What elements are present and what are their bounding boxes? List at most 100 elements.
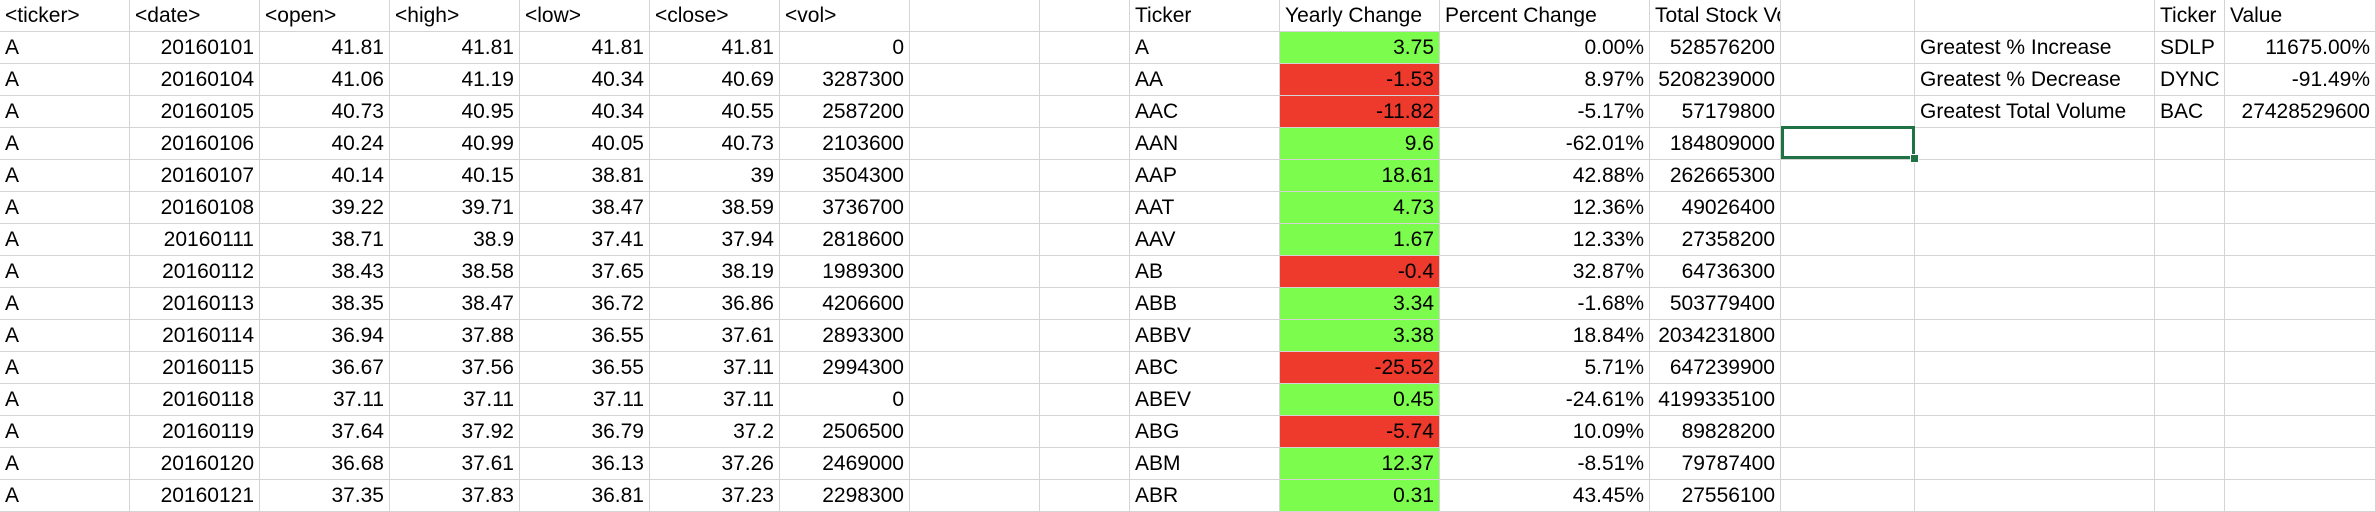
grid-cell[interactable]	[910, 96, 1040, 128]
raw-data-cell[interactable]: 37.2	[650, 416, 780, 448]
raw-data-cell[interactable]: 40.15	[390, 160, 520, 192]
grid-cell[interactable]	[910, 256, 1040, 288]
raw-data-cell[interactable]: A	[0, 320, 130, 352]
total-volume-cell[interactable]: 5208239000	[1650, 64, 1781, 96]
raw-data-cell[interactable]: 37.94	[650, 224, 780, 256]
raw-data-cell[interactable]: 37.11	[520, 384, 650, 416]
yearly-change-cell[interactable]: -25.52	[1280, 352, 1440, 384]
raw-data-cell[interactable]: 39.22	[260, 192, 390, 224]
raw-data-cell[interactable]: 2893300	[780, 320, 910, 352]
raw-data-cell[interactable]: 40.95	[390, 96, 520, 128]
total-volume-cell[interactable]: 27358200	[1650, 224, 1781, 256]
raw-header-cell[interactable]: <ticker>	[0, 0, 130, 32]
grid-cell[interactable]	[2155, 448, 2225, 480]
raw-data-cell[interactable]: 38.19	[650, 256, 780, 288]
raw-data-cell[interactable]: A	[0, 256, 130, 288]
grid-cell[interactable]	[1040, 416, 1130, 448]
summary-ticker-cell[interactable]: AAV	[1130, 224, 1280, 256]
grid-cell[interactable]	[2155, 480, 2225, 512]
yearly-change-cell[interactable]: 12.37	[1280, 448, 1440, 480]
raw-data-cell[interactable]: 36.55	[520, 320, 650, 352]
raw-data-cell[interactable]: A	[0, 448, 130, 480]
summary-ticker-cell[interactable]: A	[1130, 32, 1280, 64]
grid-cell[interactable]	[1781, 352, 1915, 384]
raw-data-cell[interactable]: 37.11	[390, 384, 520, 416]
grid-cell[interactable]	[1915, 160, 2155, 192]
grid-cell[interactable]	[2155, 352, 2225, 384]
grid-cell[interactable]	[2155, 192, 2225, 224]
grid-cell[interactable]	[1915, 448, 2155, 480]
total-volume-cell[interactable]: 64736300	[1650, 256, 1781, 288]
raw-data-cell[interactable]: 38.59	[650, 192, 780, 224]
grid-cell[interactable]	[1040, 192, 1130, 224]
summary-header-cell[interactable]: Yearly Change	[1280, 0, 1440, 32]
total-volume-cell[interactable]: 27556100	[1650, 480, 1781, 512]
raw-data-cell[interactable]: 36.68	[260, 448, 390, 480]
grid-cell[interactable]	[2225, 480, 2376, 512]
greatest-label-cell[interactable]: Greatest % Increase	[1915, 32, 2155, 64]
grid-cell[interactable]	[1915, 288, 2155, 320]
raw-data-cell[interactable]: 40.73	[650, 128, 780, 160]
raw-data-cell[interactable]: 39.71	[390, 192, 520, 224]
raw-data-cell[interactable]: A	[0, 416, 130, 448]
grid-cell[interactable]	[1040, 352, 1130, 384]
raw-header-cell[interactable]: <date>	[130, 0, 260, 32]
total-volume-cell[interactable]: 262665300	[1650, 160, 1781, 192]
grid-cell[interactable]	[1781, 448, 1915, 480]
raw-data-cell[interactable]: A	[0, 384, 130, 416]
raw-data-cell[interactable]: 38.71	[260, 224, 390, 256]
percent-change-cell[interactable]: 0.00%	[1440, 32, 1650, 64]
grid-cell[interactable]	[1915, 416, 2155, 448]
total-volume-cell[interactable]: 49026400	[1650, 192, 1781, 224]
raw-data-cell[interactable]: 20160120	[130, 448, 260, 480]
raw-data-cell[interactable]: 2103600	[780, 128, 910, 160]
grid-cell[interactable]	[910, 416, 1040, 448]
raw-data-cell[interactable]: 38.47	[520, 192, 650, 224]
grid-cell[interactable]	[2225, 160, 2376, 192]
summary-header-cell[interactable]: Ticker	[1130, 0, 1280, 32]
total-volume-cell[interactable]: 2034231800	[1650, 320, 1781, 352]
grid-cell[interactable]	[910, 160, 1040, 192]
raw-data-cell[interactable]: 20160105	[130, 96, 260, 128]
grid-cell[interactable]	[1915, 224, 2155, 256]
yearly-change-cell[interactable]: 4.73	[1280, 192, 1440, 224]
grid-cell[interactable]	[1040, 224, 1130, 256]
greatest-label-cell[interactable]: Greatest % Decrease	[1915, 64, 2155, 96]
raw-data-cell[interactable]: 36.86	[650, 288, 780, 320]
grid-cell[interactable]	[1040, 256, 1130, 288]
grid-cell[interactable]	[2225, 352, 2376, 384]
grid-cell[interactable]	[1040, 0, 1130, 32]
percent-change-cell[interactable]: 10.09%	[1440, 416, 1650, 448]
raw-data-cell[interactable]: 40.69	[650, 64, 780, 96]
greatest-value-cell[interactable]: -91.49%	[2225, 64, 2376, 96]
grid-cell[interactable]	[910, 32, 1040, 64]
raw-data-cell[interactable]: 41.81	[520, 32, 650, 64]
raw-data-cell[interactable]: 41.19	[390, 64, 520, 96]
raw-header-cell[interactable]: <vol>	[780, 0, 910, 32]
grid-cell[interactable]	[2225, 288, 2376, 320]
greatest-header-cell[interactable]: Value	[2225, 0, 2376, 32]
summary-header-cell[interactable]: Total Stock Volume	[1650, 0, 1781, 32]
percent-change-cell[interactable]: 12.33%	[1440, 224, 1650, 256]
grid-cell[interactable]	[1781, 288, 1915, 320]
summary-ticker-cell[interactable]: AAT	[1130, 192, 1280, 224]
percent-change-cell[interactable]: 42.88%	[1440, 160, 1650, 192]
summary-ticker-cell[interactable]: ABG	[1130, 416, 1280, 448]
grid-cell[interactable]	[1781, 32, 1915, 64]
grid-cell[interactable]	[910, 288, 1040, 320]
grid-cell[interactable]	[1040, 96, 1130, 128]
grid-cell[interactable]	[2225, 320, 2376, 352]
raw-data-cell[interactable]: 40.05	[520, 128, 650, 160]
grid-cell[interactable]	[2225, 416, 2376, 448]
summary-ticker-cell[interactable]: ABBV	[1130, 320, 1280, 352]
grid-cell[interactable]	[2225, 256, 2376, 288]
grid-cell[interactable]	[1040, 320, 1130, 352]
raw-header-cell[interactable]: <high>	[390, 0, 520, 32]
raw-data-cell[interactable]: 37.35	[260, 480, 390, 512]
raw-data-cell[interactable]: 4206600	[780, 288, 910, 320]
raw-data-cell[interactable]: 41.06	[260, 64, 390, 96]
raw-data-cell[interactable]: 41.81	[390, 32, 520, 64]
yearly-change-cell[interactable]: -1.53	[1280, 64, 1440, 96]
grid-cell[interactable]	[1781, 480, 1915, 512]
